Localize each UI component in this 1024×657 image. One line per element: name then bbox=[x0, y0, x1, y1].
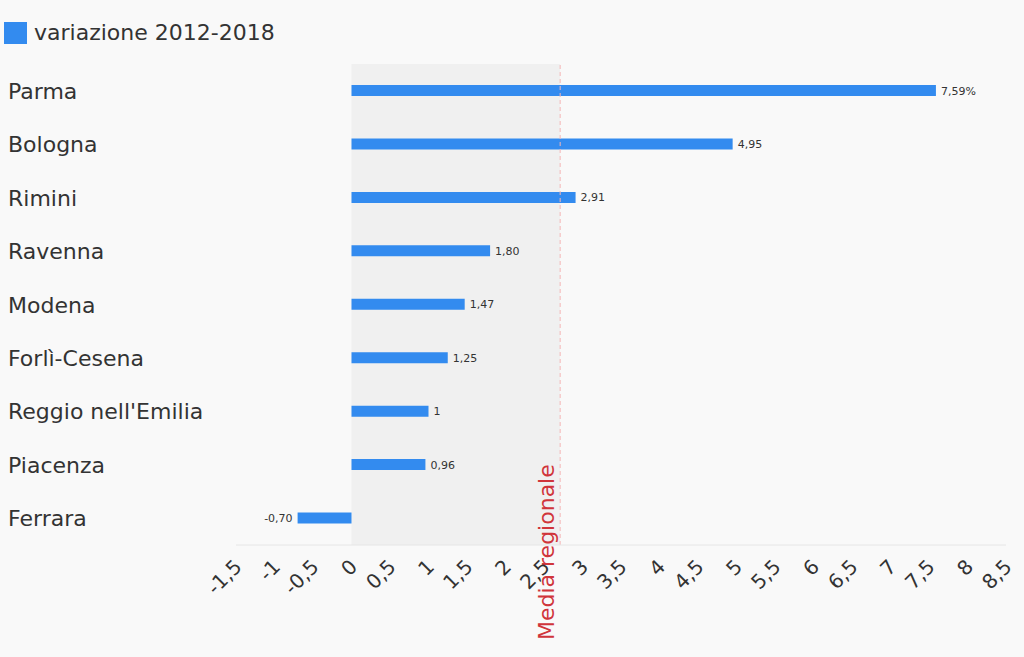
svg-text:4: 4 bbox=[644, 555, 670, 581]
svg-text:7,5: 7,5 bbox=[900, 555, 939, 594]
html-text:variazione 2012-2018: variazione 2012-2018 bbox=[34, 20, 275, 45]
svg-text:Modena: Modena bbox=[8, 293, 95, 318]
svg-text:0: 0 bbox=[336, 555, 362, 581]
svg-text:1,25: 1,25 bbox=[453, 352, 478, 365]
svg-text:0,5: 0,5 bbox=[361, 555, 400, 594]
svg-text:Media regionale: Media regionale bbox=[534, 464, 559, 640]
svg-text:3,5: 3,5 bbox=[592, 555, 631, 594]
svg-text:2: 2 bbox=[490, 555, 516, 581]
svg-text:1,47: 1,47 bbox=[470, 298, 495, 311]
svg-text:2,91: 2,91 bbox=[581, 191, 606, 204]
svg-text:4,5: 4,5 bbox=[669, 555, 708, 594]
svg-text:Piacenza: Piacenza bbox=[8, 453, 105, 478]
svg-text:3: 3 bbox=[567, 555, 593, 581]
svg-text:8: 8 bbox=[952, 555, 978, 581]
svg-text:4,95: 4,95 bbox=[738, 138, 763, 151]
svg-text:Forlì-Cesena: Forlì-Cesena bbox=[8, 346, 144, 371]
svg-text:Ferrara: Ferrara bbox=[8, 506, 87, 531]
svg-text:7: 7 bbox=[875, 555, 901, 581]
svg-text:-0,70: -0,70 bbox=[264, 512, 292, 525]
svg-text:-1: -1 bbox=[254, 554, 286, 586]
svg-text:7,59%: 7,59% bbox=[941, 85, 976, 98]
svg-text:Bologna: Bologna bbox=[8, 132, 98, 157]
svg-text:1: 1 bbox=[413, 555, 439, 581]
svg-text:6: 6 bbox=[798, 555, 824, 581]
svg-text:1: 1 bbox=[434, 405, 441, 418]
svg-text:8,5: 8,5 bbox=[977, 555, 1016, 594]
svg-text:2,5: 2,5 bbox=[515, 555, 554, 594]
svg-text:Parma: Parma bbox=[8, 79, 77, 104]
svg-text:5,5: 5,5 bbox=[746, 555, 785, 594]
svg-text:1,80: 1,80 bbox=[495, 245, 519, 258]
svg-text:Ravenna: Ravenna bbox=[8, 239, 104, 264]
svg-text:-1,5: -1,5 bbox=[202, 555, 247, 600]
svg-text:-0,5: -0,5 bbox=[279, 555, 324, 600]
svg-text:Rimini: Rimini bbox=[8, 186, 77, 211]
svg-text:Reggio nell'Emilia: Reggio nell'Emilia bbox=[8, 399, 203, 424]
svg-text:6,5: 6,5 bbox=[823, 555, 862, 594]
svg-text:1,5: 1,5 bbox=[438, 555, 477, 594]
svg-text:0,96: 0,96 bbox=[430, 459, 455, 472]
svg-text:5: 5 bbox=[721, 555, 747, 581]
